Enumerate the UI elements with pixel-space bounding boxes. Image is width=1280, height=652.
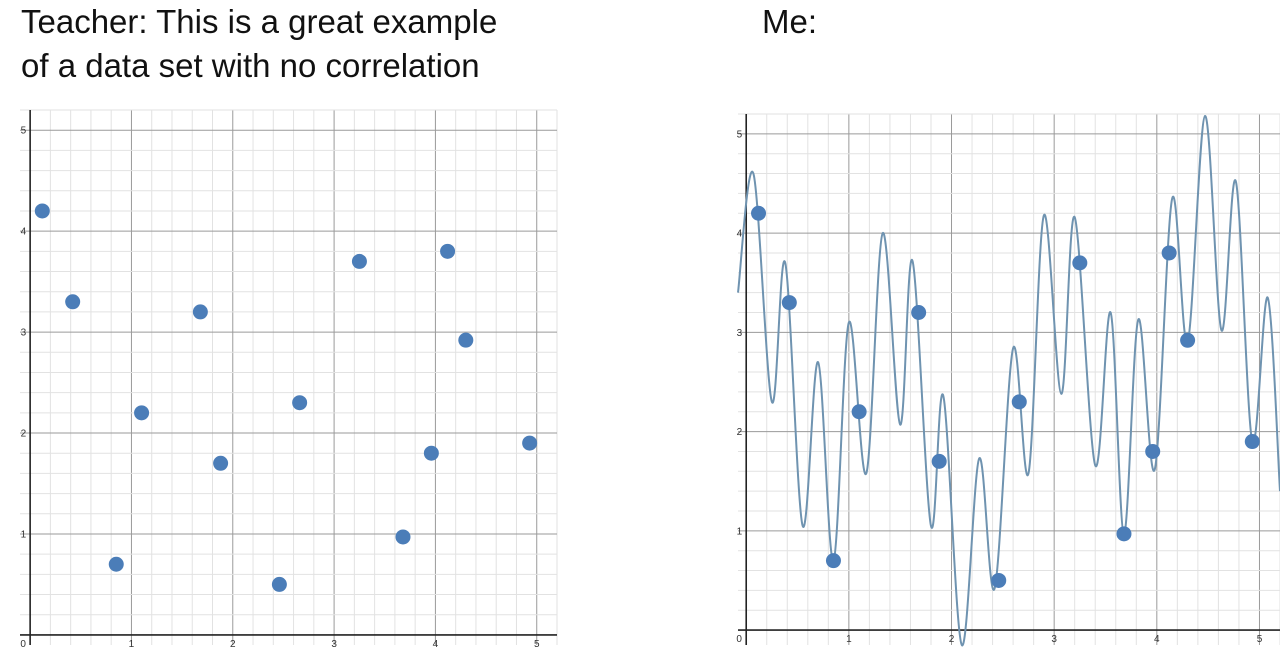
teacher-caption-line-2: of a data set with no correlation — [21, 47, 480, 84]
y-tick-label: 4 — [21, 227, 27, 238]
y-tick-label: 1 — [737, 526, 743, 537]
teacher-caption: Teacher: This is a great example of a da… — [21, 0, 581, 88]
y-tick-label: 3 — [21, 328, 27, 339]
y-tick-label: 5 — [737, 129, 743, 140]
data-point — [781, 295, 797, 311]
data-point — [440, 243, 456, 259]
data-point — [351, 253, 367, 269]
data-point — [1180, 332, 1196, 348]
data-point — [1116, 526, 1132, 542]
grid — [20, 109, 558, 645]
data-point — [292, 395, 308, 411]
data-point — [65, 294, 81, 310]
data-point — [991, 572, 1007, 588]
y-tick-label: 5 — [21, 126, 27, 137]
data-point — [423, 445, 439, 461]
x-tick-label: 5 — [534, 639, 540, 650]
x-tick-label: 0 — [20, 639, 26, 650]
data-point — [1145, 443, 1161, 459]
x-tick-label: 1 — [846, 634, 852, 645]
data-point — [1244, 434, 1260, 450]
x-tick-label: 1 — [129, 639, 135, 650]
data-point — [458, 332, 474, 348]
y-tick-label: 4 — [737, 229, 743, 240]
data-point — [1161, 245, 1177, 261]
overfit-curve-line — [737, 114, 1280, 647]
x-tick-label: 3 — [331, 639, 337, 650]
scatter-chart-no-correlation: 0 1 2 3 4 5 1 2 3 4 5 — [20, 109, 558, 650]
me-caption: Me: — [762, 3, 818, 40]
data-point — [1072, 255, 1088, 271]
data-point — [522, 435, 538, 451]
data-point — [213, 455, 229, 471]
data-point — [851, 404, 867, 420]
data-point — [751, 205, 767, 221]
scatter-chart-overfit-curve: 0 1 2 3 4 5 1 2 3 4 5 — [736, 113, 1280, 647]
data-point — [931, 453, 947, 469]
x-tick-label: 4 — [1154, 634, 1160, 645]
x-tick-label: 2 — [949, 634, 955, 645]
y-tick-label: 1 — [21, 529, 27, 540]
teacher-caption-line-1: Teacher: This is a great example — [21, 3, 498, 40]
data-point — [395, 529, 411, 545]
data-point — [108, 556, 124, 572]
data-point — [271, 576, 287, 592]
data-point — [134, 405, 150, 421]
y-tick-label: 2 — [737, 427, 743, 438]
x-tick-label: 4 — [433, 639, 439, 650]
data-point — [1011, 394, 1027, 410]
y-tick-label: 2 — [21, 429, 27, 440]
x-tick-label: 2 — [230, 639, 236, 650]
y-tick-label: 3 — [737, 328, 743, 339]
x-tick-label: 0 — [736, 634, 742, 645]
data-point — [825, 553, 841, 569]
x-tick-label: 5 — [1257, 634, 1263, 645]
x-tick-label: 3 — [1051, 634, 1057, 645]
data-point — [34, 203, 50, 219]
data-point — [192, 304, 208, 320]
data-point — [911, 305, 927, 321]
